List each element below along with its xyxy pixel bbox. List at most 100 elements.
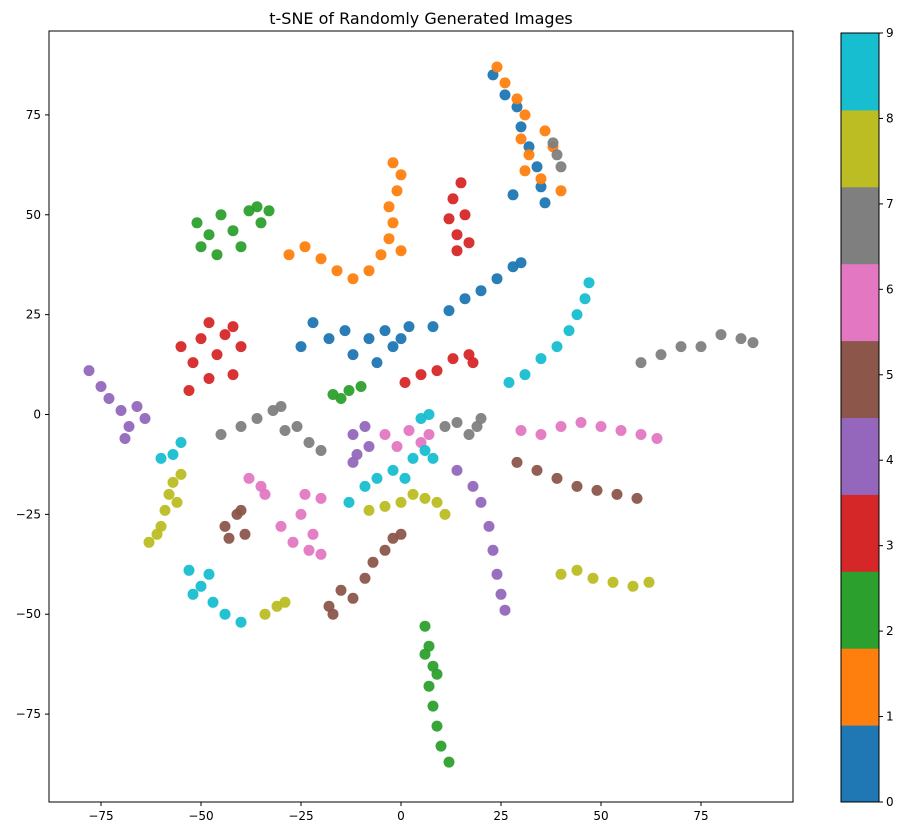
colorbar-tick-label: 3 xyxy=(886,539,894,553)
cluster-label-3 xyxy=(399,349,479,388)
cluster-label-3 xyxy=(443,177,475,257)
cluster-label-7 xyxy=(215,401,327,456)
cluster-label-6 xyxy=(275,488,327,560)
colorbar-frame xyxy=(840,32,880,803)
scatter-point xyxy=(303,437,315,448)
scatter-point xyxy=(515,257,527,269)
scatter-point xyxy=(211,249,223,261)
cluster-label-9 xyxy=(415,409,435,424)
scatter-point xyxy=(635,357,647,369)
scatter-point xyxy=(467,480,479,492)
cluster-label-7 xyxy=(635,329,759,369)
scatter-point xyxy=(419,445,431,456)
scatter-point xyxy=(347,456,359,468)
cluster-label-5 xyxy=(219,504,251,544)
cluster-label-9 xyxy=(343,445,439,508)
scatter-point xyxy=(235,421,247,432)
colorbar-tick-label: 1 xyxy=(886,710,894,724)
scatter-point xyxy=(307,528,319,540)
scatter-point xyxy=(119,433,131,444)
cluster-label-0 xyxy=(427,257,527,333)
colorbar-tick-label: 8 xyxy=(886,111,894,125)
scatter-point xyxy=(159,504,171,516)
scatter-point xyxy=(183,385,195,396)
scatter-point xyxy=(419,492,431,504)
scatter-point xyxy=(395,496,407,508)
scatter-point xyxy=(155,452,167,464)
scatter-point xyxy=(219,608,231,620)
scatter-point xyxy=(591,484,603,496)
scatter-point xyxy=(495,588,507,600)
scatter-point xyxy=(403,321,415,333)
scatter-point xyxy=(531,464,543,476)
scatter-point xyxy=(283,249,295,261)
scatter-point xyxy=(387,464,399,476)
points-layer xyxy=(83,61,759,768)
scatter-point xyxy=(579,293,591,305)
scatter-point xyxy=(223,532,235,544)
colorbar-segment xyxy=(841,109,879,188)
scatter-point xyxy=(83,365,95,377)
scatter-point xyxy=(291,421,303,432)
scatter-point xyxy=(575,417,587,428)
scatter-point xyxy=(371,472,383,484)
cluster-label-8 xyxy=(363,488,451,520)
scatter-point xyxy=(227,225,239,237)
scatter-point xyxy=(523,149,535,161)
scatter-point xyxy=(387,341,399,353)
scatter-point xyxy=(547,137,559,149)
scatter-point xyxy=(535,173,547,185)
scatter-point xyxy=(443,305,455,317)
scatter-point xyxy=(347,592,359,604)
scatter-point xyxy=(467,357,479,369)
scatter-point xyxy=(507,189,519,201)
scatter-point xyxy=(439,508,451,520)
scatter-point xyxy=(175,341,187,353)
scatter-point xyxy=(571,564,583,576)
scatter-point xyxy=(203,373,215,384)
scatter-point xyxy=(583,277,595,289)
scatter-point xyxy=(363,265,375,277)
scatter-point xyxy=(747,337,759,349)
colorbar-tick-label: 6 xyxy=(886,282,894,296)
scatter-point xyxy=(675,341,687,353)
cluster-label-4 xyxy=(451,464,511,616)
scatter-point xyxy=(131,401,143,412)
scatter-point xyxy=(167,476,179,488)
scatter-point xyxy=(475,285,487,297)
y-tick-label: 75 xyxy=(26,108,41,122)
scatter-point xyxy=(715,329,727,341)
scatter-point xyxy=(571,480,583,492)
scatter-point xyxy=(379,325,391,337)
scatter-point xyxy=(327,608,339,620)
scatter-point xyxy=(631,492,643,504)
scatter-point xyxy=(195,241,207,253)
scatter-point xyxy=(359,572,371,584)
scatter-point xyxy=(491,61,503,73)
scatter-point xyxy=(359,421,371,432)
scatter-point xyxy=(463,429,475,440)
scatter-point xyxy=(251,413,263,424)
scatter-point xyxy=(419,648,431,660)
scatter-point xyxy=(187,588,199,600)
scatter-point xyxy=(191,217,203,229)
colorbar-segment xyxy=(841,263,879,342)
scatter-point xyxy=(151,528,163,540)
scatter-point xyxy=(555,185,567,197)
scatter-point xyxy=(227,321,239,333)
scatter-point xyxy=(499,604,511,616)
scatter-point xyxy=(539,125,551,137)
cluster-label-9 xyxy=(183,564,247,628)
colorbar-segment xyxy=(841,494,879,572)
scatter-point xyxy=(515,425,527,436)
x-tick-label: −75 xyxy=(88,809,113,823)
scatter-point xyxy=(407,488,419,500)
scatter-point xyxy=(315,548,327,560)
plot-frame xyxy=(48,30,794,803)
scatter-point xyxy=(219,329,231,341)
scatter-point xyxy=(519,165,531,177)
scatter-point xyxy=(431,668,443,680)
scatter-point xyxy=(519,369,531,381)
scatter-point xyxy=(455,177,467,189)
